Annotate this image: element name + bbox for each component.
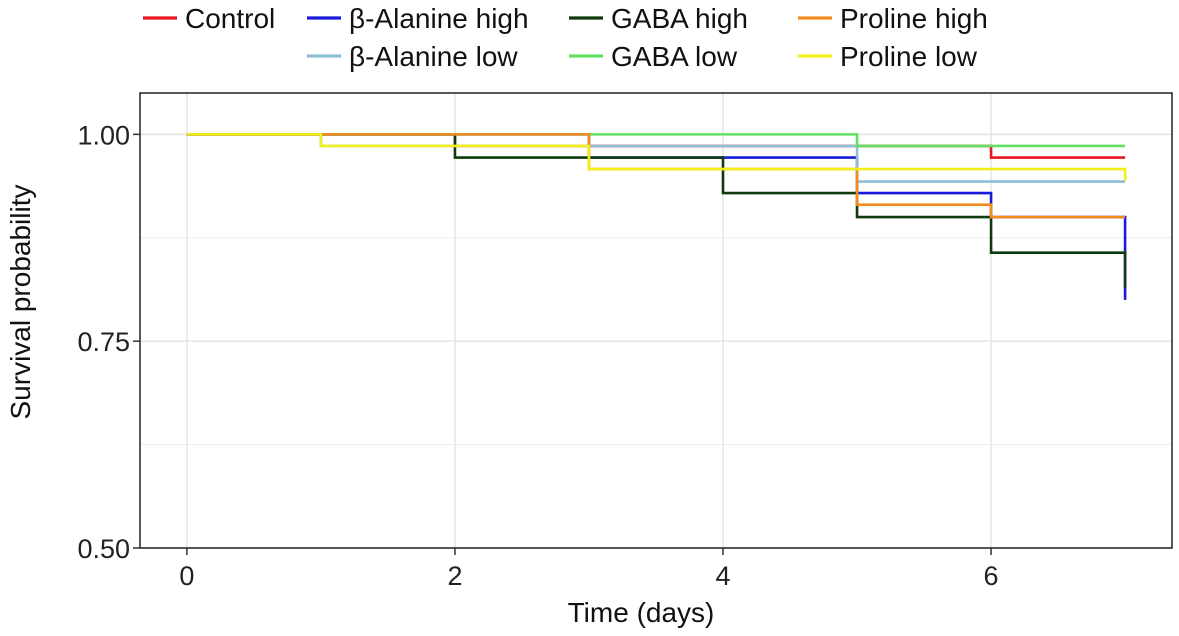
series-layer	[186, 133, 1127, 300]
plot-panel-border	[139, 92, 1173, 549]
y-axis-title: Survival probability	[5, 185, 36, 420]
legend-label: β-Alanine low	[349, 41, 518, 72]
legend-item: GABA high	[569, 3, 748, 34]
legend-item: Control	[143, 3, 275, 34]
legend-label: β-Alanine high	[349, 3, 529, 34]
legend-item: Proline low	[798, 41, 978, 72]
legend: Control β-Alanine high β-Alanine low GABA h…	[143, 3, 988, 72]
legend-item: β-Alanine high	[307, 3, 529, 34]
y-tick-label: 0.50	[77, 534, 130, 564]
y-tick-label: 1.00	[77, 120, 130, 150]
series-line-proline-low	[186, 133, 1127, 181]
axis-ticks: 0 2 4 6 0.50 0.75 1.00	[77, 120, 998, 591]
y-tick-label: 0.75	[77, 327, 130, 357]
legend-label: Proline low	[840, 41, 978, 72]
legend-item: β-Alanine low	[307, 41, 518, 72]
legend-label: GABA high	[611, 3, 748, 34]
x-tick-label: 0	[179, 561, 194, 591]
x-axis-title: Time (days)	[568, 597, 715, 628]
legend-label: Proline high	[840, 3, 988, 34]
x-tick-label: 6	[984, 561, 999, 591]
series-line-proline-high	[186, 133, 1126, 219]
legend-label: Control	[185, 3, 275, 34]
x-tick-label: 2	[447, 561, 462, 591]
legend-item: GABA low	[569, 41, 738, 72]
x-tick-label: 4	[715, 561, 730, 591]
legend-item: Proline high	[798, 3, 988, 34]
legend-label: GABA low	[611, 41, 738, 72]
